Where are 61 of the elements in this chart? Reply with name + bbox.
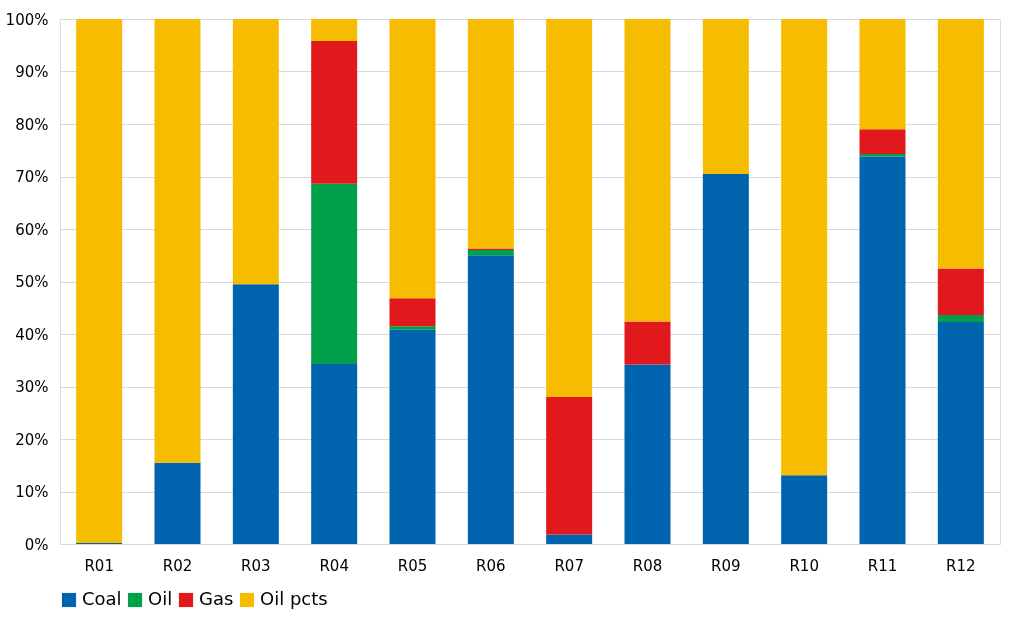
bar bbox=[389, 19, 436, 299]
bar bbox=[859, 153, 906, 157]
bar bbox=[702, 173, 749, 544]
x-tick-label: R07 bbox=[554, 556, 584, 575]
y-tick-label: 70% bbox=[15, 168, 49, 186]
x-tick-label: R01 bbox=[84, 556, 114, 575]
bar bbox=[467, 255, 514, 544]
x-tick-label: R06 bbox=[476, 556, 506, 575]
y-tick-label: 80% bbox=[15, 115, 49, 134]
bar bbox=[546, 397, 593, 535]
bar bbox=[467, 250, 514, 256]
bar bbox=[232, 19, 279, 285]
bar bbox=[76, 19, 123, 543]
bar bbox=[937, 315, 984, 322]
legend-label: Oil pcts bbox=[260, 588, 328, 609]
y-tick-label: 90% bbox=[15, 63, 49, 81]
bar bbox=[937, 321, 984, 544]
y-tick-label: 40% bbox=[15, 325, 49, 344]
bar bbox=[311, 363, 358, 544]
bar bbox=[859, 156, 906, 544]
bar bbox=[859, 19, 906, 130]
y-tick-label: 100% bbox=[5, 10, 49, 29]
y-tick-label: 20% bbox=[15, 430, 49, 449]
x-tick-label: R08 bbox=[632, 556, 663, 575]
bar bbox=[937, 268, 984, 316]
bar bbox=[232, 284, 279, 544]
bar bbox=[781, 475, 828, 544]
bar bbox=[154, 462, 201, 544]
legend-label: Gas bbox=[199, 588, 234, 609]
bar bbox=[937, 19, 984, 269]
x-tick-label: R03 bbox=[241, 556, 271, 575]
bar bbox=[546, 534, 593, 544]
bar bbox=[467, 19, 514, 249]
bar bbox=[702, 19, 749, 174]
x-tick-label: R02 bbox=[162, 556, 193, 575]
y-tick-label: 10% bbox=[15, 483, 49, 501]
x-tick-label: R12 bbox=[946, 556, 976, 575]
y-tick-label: 50% bbox=[15, 273, 49, 291]
bar bbox=[781, 19, 828, 476]
x-tick-label: R04 bbox=[319, 556, 349, 575]
bar bbox=[859, 129, 906, 154]
bar bbox=[311, 19, 358, 42]
y-tick-label: 60% bbox=[15, 220, 49, 239]
x-tick-label: R10 bbox=[789, 556, 819, 575]
x-tick-label: R09 bbox=[711, 556, 741, 575]
bar bbox=[546, 19, 593, 397]
legend-label: Coal bbox=[82, 588, 122, 609]
bar bbox=[389, 326, 436, 330]
y-tick-label: 0% bbox=[24, 535, 49, 554]
bar bbox=[624, 321, 671, 365]
bar bbox=[624, 19, 671, 322]
legend-label: Oil bbox=[148, 588, 173, 609]
bar bbox=[389, 298, 436, 327]
bar bbox=[311, 41, 358, 184]
y-tick-label: 30% bbox=[15, 378, 49, 396]
bar bbox=[311, 183, 358, 364]
bar bbox=[624, 364, 671, 544]
bar bbox=[389, 329, 436, 544]
x-tick-label: R05 bbox=[397, 556, 428, 575]
bar bbox=[154, 19, 201, 463]
x-tick-label: R11 bbox=[867, 556, 898, 575]
